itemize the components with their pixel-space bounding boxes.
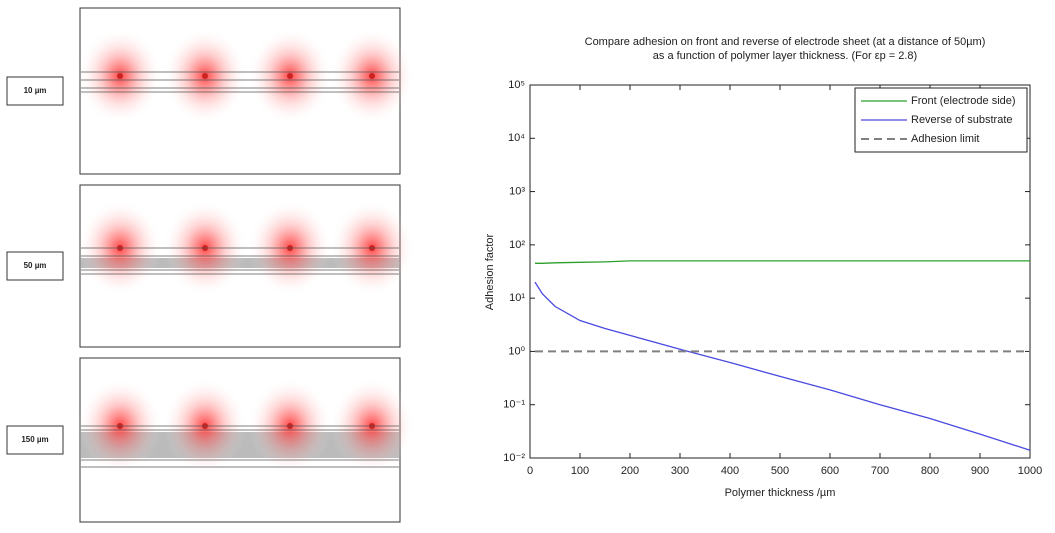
electrode bbox=[287, 73, 293, 79]
x-tick-label: 0 bbox=[527, 465, 533, 477]
series-line bbox=[534, 281, 1031, 451]
electrode bbox=[369, 73, 375, 79]
x-tick-label: 700 bbox=[871, 465, 889, 477]
chart-title: Compare adhesion on front and reverse of… bbox=[585, 36, 986, 48]
x-axis-label: Polymer thickness /µm bbox=[725, 487, 836, 499]
chart-title: as a function of polymer layer thickness… bbox=[653, 50, 917, 62]
diagram-panels: 10 µm 50 µm 150 µm bbox=[6, 7, 414, 523]
series-line bbox=[535, 260, 1030, 264]
y-tick-label: 10³ bbox=[509, 185, 525, 197]
legend-label: Reverse of substrate bbox=[911, 114, 1013, 126]
x-tick-label: 600 bbox=[821, 465, 839, 477]
y-tick-label: 10² bbox=[509, 239, 525, 251]
electrode bbox=[117, 73, 123, 79]
y-axis-label: Adhesion factor bbox=[484, 233, 496, 310]
x-tick-label: 200 bbox=[621, 465, 639, 477]
x-tick-label: 800 bbox=[921, 465, 939, 477]
label-box bbox=[6, 425, 64, 455]
electrode bbox=[202, 73, 208, 79]
y-tick-label: 10⁻² bbox=[503, 452, 525, 464]
x-tick-label: 100 bbox=[571, 465, 589, 477]
label-box bbox=[6, 76, 64, 106]
legend-label: Front (electrode side) bbox=[911, 95, 1016, 107]
y-tick-label: 10⁰ bbox=[508, 345, 525, 357]
panel-label: 150 µm bbox=[21, 435, 48, 444]
panel-label: 50 µm bbox=[24, 261, 47, 270]
x-tick-label: 300 bbox=[671, 465, 689, 477]
x-tick-label: 900 bbox=[971, 465, 989, 477]
legend-label: Adhesion limit bbox=[911, 133, 979, 145]
y-tick-label: 10⁴ bbox=[508, 132, 525, 144]
panel-label: 10 µm bbox=[24, 86, 47, 95]
x-tick-label: 400 bbox=[721, 465, 739, 477]
y-tick-label: 10⁻¹ bbox=[503, 399, 525, 411]
label-box bbox=[6, 251, 64, 281]
y-tick-label: 10⁵ bbox=[508, 79, 525, 91]
y-tick-label: 10¹ bbox=[509, 292, 525, 304]
x-tick-label: 1000 bbox=[1018, 465, 1042, 477]
x-tick-label: 500 bbox=[771, 465, 789, 477]
